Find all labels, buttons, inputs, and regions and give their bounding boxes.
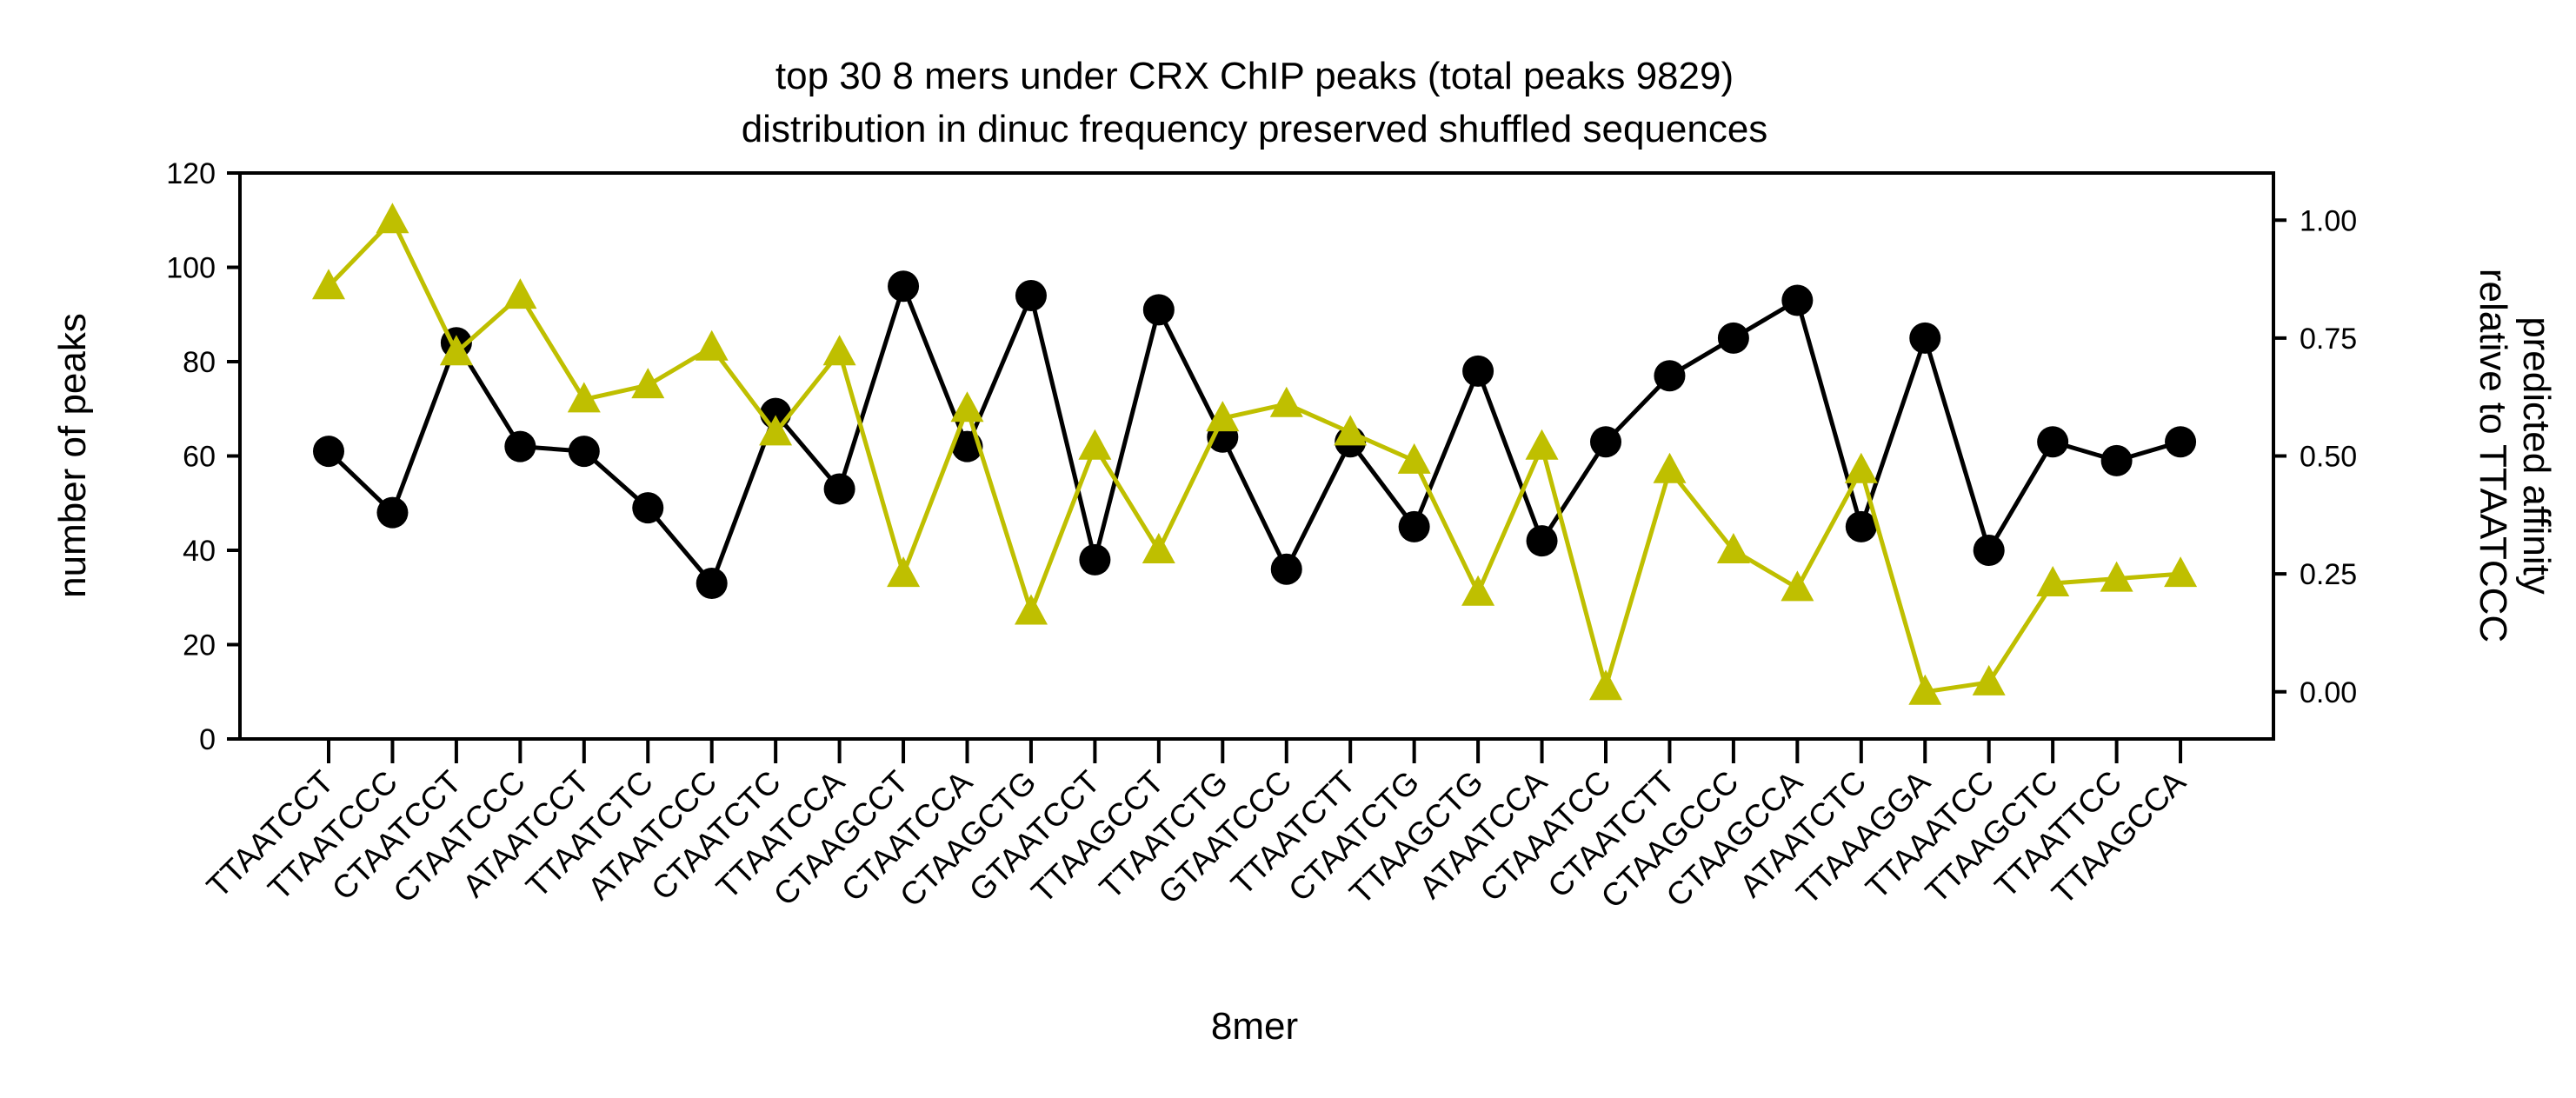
series-0-point-24 <box>1845 510 1877 542</box>
series-1-point-3 <box>503 278 537 309</box>
chart-subtitle: distribution in dinuc frequency preserve… <box>742 108 1768 150</box>
series-1-point-10 <box>950 391 984 423</box>
series-1-point-5 <box>631 368 665 399</box>
right-y-tick-label-4: 1.00 <box>2300 204 2357 237</box>
y-tick-label-1: 20 <box>183 629 216 662</box>
right-y-axis-label-line1: predicted affinity <box>2515 316 2558 595</box>
y-tick-label-6: 120 <box>166 157 216 190</box>
right-y-axis-label-line2: relative to TTAATCCC <box>2472 269 2514 642</box>
right-y-axis: 0.00 0.25 0.50 0.75 1.00 <box>2273 204 2357 709</box>
left-y-axis: 0 20 40 60 80 100 120 <box>166 157 240 756</box>
series-1-point-0 <box>312 269 345 300</box>
series-1-point-6 <box>695 329 729 361</box>
series-1-point-4 <box>567 382 601 413</box>
series-1-point-16 <box>1334 415 1368 446</box>
series-0-point-6 <box>696 567 728 599</box>
series-1-point-11 <box>1015 594 1048 625</box>
y-axis-label: number of peaks <box>51 313 94 598</box>
series-0-line <box>327 283 2181 586</box>
series-1-point-18 <box>1461 575 1495 606</box>
series-0-point-5 <box>632 492 664 524</box>
series-0-point-22 <box>1717 322 1749 354</box>
series-1-point-26 <box>1972 664 2006 695</box>
series-1-point-21 <box>1653 452 1687 483</box>
series-0-point-29 <box>2165 426 2197 458</box>
right-y-tick-label-1: 0.25 <box>2300 558 2357 591</box>
series-0-point-28 <box>2100 444 2133 476</box>
series-0-point-11 <box>1015 280 1047 312</box>
series-1-point-24 <box>1844 452 1878 483</box>
series-1-point-15 <box>1269 386 1303 417</box>
series-1-point-2 <box>439 335 473 366</box>
series-0-point-25 <box>1909 322 1941 354</box>
right-y-tick-label-3: 0.75 <box>2300 323 2357 356</box>
series-0-point-9 <box>888 270 920 303</box>
series-1-line <box>327 217 2181 695</box>
series-0-point-26 <box>1973 535 2005 566</box>
plot-frame <box>238 171 2275 741</box>
series-0-point-27 <box>2037 426 2069 458</box>
series-0-point-8 <box>823 473 855 505</box>
series-0-point-19 <box>1526 525 1558 557</box>
y-tick-label-4: 80 <box>183 346 216 379</box>
series-1-point-8 <box>822 335 856 366</box>
x-axis-label: 8mer <box>1211 1005 1298 1048</box>
series-1-point-22 <box>1716 533 1750 563</box>
series-1-point-1 <box>376 203 409 234</box>
series-1-point-12 <box>1078 429 1112 460</box>
right-y-tick-label-0: 0.00 <box>2300 676 2357 709</box>
series-1-point-19 <box>1525 429 1559 460</box>
y-tick-label-3: 60 <box>183 441 216 474</box>
series-0-point-0 <box>313 436 344 468</box>
plot-area <box>312 203 2198 705</box>
series-1-point-13 <box>1142 533 1175 563</box>
series-1-point-9 <box>887 556 921 588</box>
series-0-point-23 <box>1781 284 1814 316</box>
y-tick-label-2: 40 <box>183 535 216 568</box>
series-0-point-1 <box>376 496 409 529</box>
series-1-point-29 <box>2164 556 2198 588</box>
series-0-point-15 <box>1270 553 1302 585</box>
x-axis: TTAATCCTTTAATCCCCTAATCCTCTAATCCCATAATCCT… <box>200 739 2193 915</box>
y-tick-label-5: 100 <box>166 252 216 285</box>
series-0-point-3 <box>504 430 536 462</box>
series-0-point-13 <box>1142 294 1175 326</box>
series-0-point-20 <box>1590 426 1621 458</box>
series-0-point-21 <box>1654 360 1686 392</box>
series-0-point-4 <box>568 436 600 468</box>
series-1-point-17 <box>1397 443 1431 474</box>
right-y-tick-label-2: 0.50 <box>2300 441 2357 474</box>
series-1-point-23 <box>1781 570 1814 602</box>
chart-title: top 30 8 mers under CRX ChIP peaks (tota… <box>775 55 1734 97</box>
series-1-point-20 <box>1589 669 1622 701</box>
series-0-point-12 <box>1079 543 1111 576</box>
series-1-point-27 <box>2036 566 2070 596</box>
series-1-point-28 <box>2100 561 2133 592</box>
y-tick-label-0: 0 <box>199 723 216 756</box>
series-0-point-18 <box>1462 355 1494 387</box>
series-0-point-17 <box>1398 510 1430 542</box>
series-1-point-14 <box>1206 401 1240 432</box>
series-1-point-7 <box>759 415 793 446</box>
series-1-point-25 <box>1908 674 1942 705</box>
